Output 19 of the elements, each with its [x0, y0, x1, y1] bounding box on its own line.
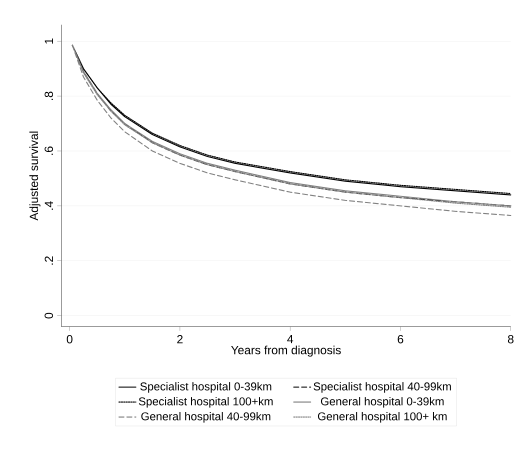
- y-tick-label: 1: [44, 38, 54, 44]
- legend-label: Specialist hospital 100+km: [138, 396, 273, 408]
- x-tick-label: 6: [398, 334, 404, 344]
- legend-label: Specialist hospital 0-39km: [140, 382, 272, 393]
- y-tick-label: 0: [44, 312, 54, 318]
- legend-label: General hospital 0-39km: [320, 396, 444, 408]
- y-tick-label: .2: [44, 256, 54, 265]
- y-tick-label: .8: [44, 92, 54, 100]
- y-tick-label: .6: [44, 146, 54, 155]
- x-tick-label: 2: [177, 334, 183, 344]
- y-axis-title: Adjusted survival: [29, 132, 40, 220]
- legend-label: General hospital 100+ km: [318, 412, 447, 423]
- x-tick-label: 8: [508, 334, 514, 344]
- x-tick-label: 0: [66, 334, 72, 344]
- y-tick-label: .4: [44, 201, 54, 210]
- legend-label: General hospital 40-99km: [141, 412, 270, 423]
- x-tick-label: 4: [287, 334, 294, 344]
- x-axis-title: Years from diagnosis: [231, 345, 341, 357]
- legend-label: Specialist hospital 40-99km: [314, 382, 451, 393]
